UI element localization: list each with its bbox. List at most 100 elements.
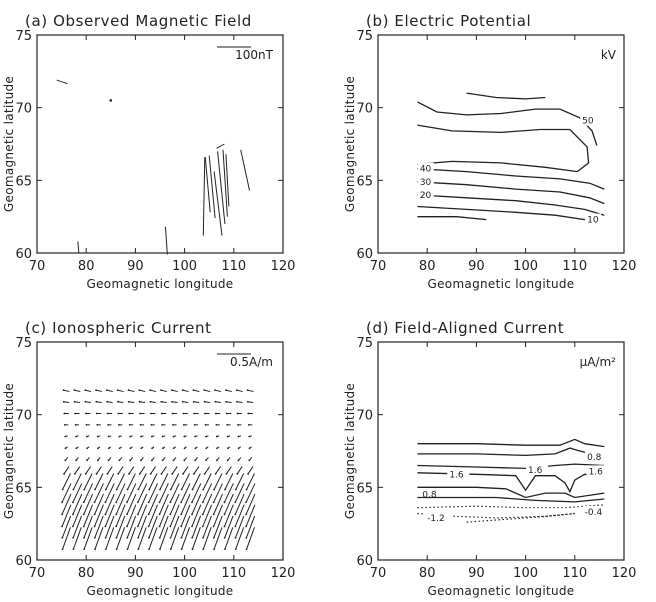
current-vector [126, 483, 137, 503]
current-vector [148, 473, 158, 490]
vector-scale-label: 100nT [235, 48, 274, 62]
current-vector [128, 389, 135, 393]
field-vector [217, 151, 226, 224]
current-vector-tail [234, 488, 237, 491]
current-vector [182, 401, 189, 404]
contour-label: 50 [582, 117, 594, 127]
current-vector [213, 493, 223, 515]
current-vector [159, 504, 169, 527]
current-vector [171, 389, 178, 393]
contour-line [417, 504, 605, 509]
current-vector [202, 483, 213, 503]
x-tick-label: 80 [419, 566, 436, 581]
current-vector-tail [236, 400, 238, 403]
current-vector [83, 527, 93, 550]
current-vector [224, 527, 234, 550]
field-vector [204, 157, 211, 213]
current-vector [115, 504, 126, 527]
contour-label: 0.8 [422, 491, 437, 501]
current-vector-tail [73, 472, 76, 475]
current-vector-tail [191, 548, 194, 550]
current-vector-tail [96, 423, 99, 426]
current-vector-tail [106, 400, 109, 403]
current-vector-tail [72, 525, 74, 528]
current-vector-tail [169, 501, 172, 504]
panel-a: (a) Observed Magnetic Field 70 80 90 100 110 1… [2, 12, 295, 291]
current-vector-tail [64, 435, 67, 438]
current-vector [148, 527, 158, 550]
current-vector-tail [181, 400, 184, 403]
current-vector [74, 401, 81, 404]
current-vector-tail [148, 488, 151, 491]
x-tick-label: 80 [78, 259, 95, 274]
contour-label: 10 [587, 216, 599, 226]
current-vector [106, 466, 113, 475]
current-vector-tail [105, 389, 108, 392]
current-vector-tail [126, 513, 128, 516]
current-vector [192, 527, 201, 550]
current-vector-tail [201, 513, 204, 516]
current-vector-tail [138, 400, 141, 403]
current-vector-tail [226, 447, 229, 450]
current-vector [180, 483, 191, 503]
current-vector [234, 493, 245, 515]
current-vector-tail [191, 501, 193, 504]
current-vector-tail [106, 472, 109, 475]
current-vector [94, 493, 104, 515]
y-tick-label: 60 [356, 554, 373, 569]
current-vector-tail [201, 525, 204, 528]
current-vector-tail [205, 447, 208, 450]
current-vector [159, 483, 169, 503]
current-vector-tail [204, 412, 206, 415]
x-tick-label: 70 [29, 566, 46, 581]
current-vector-tail [237, 423, 239, 426]
current-vector-tail [215, 435, 218, 438]
current-vector-tail [191, 525, 193, 528]
current-vector-tail [161, 435, 164, 438]
current-vector [159, 515, 169, 538]
current-vector-tail [147, 513, 150, 516]
current-vector-tail [61, 525, 63, 528]
current-vector [246, 473, 255, 490]
unit-label: kV [601, 48, 617, 62]
panel-d: (d) Field-Aligned Current 70 80 90 100 110 120… [343, 319, 636, 598]
current-vector-tail [72, 536, 75, 539]
current-vector-tail [118, 423, 120, 426]
x-tick-label: 90 [127, 566, 144, 581]
current-vector-tail [128, 472, 130, 475]
current-vector-tail [149, 412, 152, 415]
current-vector-tail [248, 447, 251, 450]
current-vector-tail [74, 423, 77, 426]
plot-frame [377, 341, 625, 561]
current-vector-tail [115, 488, 118, 491]
current-vector-tail [97, 447, 99, 450]
current-vector-tail [245, 501, 248, 504]
current-vector-tail [215, 423, 218, 426]
current-vector [202, 493, 213, 515]
x-tick-label: 90 [468, 259, 485, 274]
current-vector-tail [182, 412, 185, 415]
current-vector-tail [169, 525, 172, 528]
current-vector-tail [83, 488, 86, 491]
current-vector-tail [158, 513, 161, 516]
panel-title: (d) Field-Aligned Current [366, 319, 564, 337]
current-vector-tail [171, 412, 174, 415]
current-vector [137, 527, 147, 550]
current-vector [61, 493, 72, 515]
current-vector-tail [193, 412, 196, 415]
current-vector [236, 401, 243, 404]
current-vector-tail [84, 400, 87, 403]
current-vector-tail [237, 447, 240, 450]
current-vector-tail [84, 389, 87, 392]
x-tick-label: 120 [271, 566, 296, 581]
current-vector-tail [117, 412, 120, 415]
current-vector-tail [151, 447, 154, 450]
current-vector [170, 473, 180, 490]
current-vector-tail [82, 513, 85, 516]
current-vector [247, 466, 254, 475]
current-vector [148, 515, 158, 538]
current-vector [213, 515, 223, 538]
current-vector-tail [237, 435, 240, 438]
current-vector-tail [118, 459, 121, 462]
y-tick-label: 75 [15, 336, 32, 351]
